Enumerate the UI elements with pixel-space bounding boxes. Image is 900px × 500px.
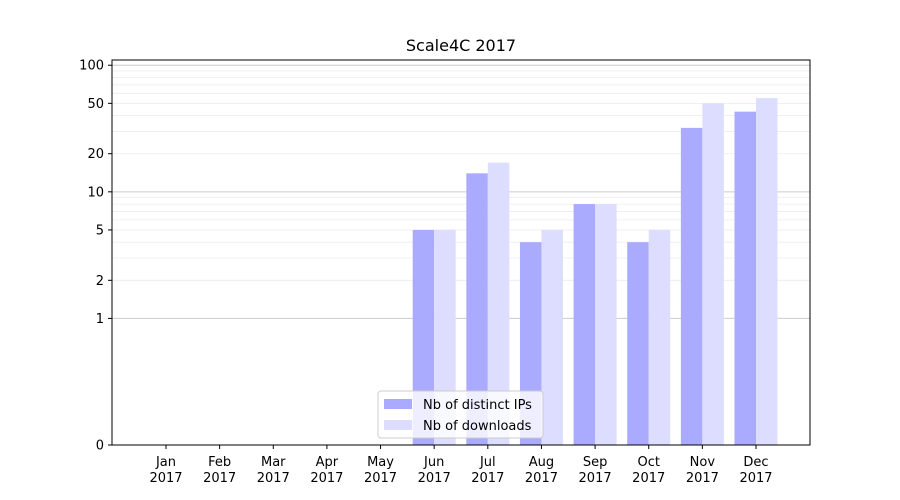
x-tick-label-month: Feb [208,455,231,470]
x-tick-label-month: Mar [261,455,286,470]
x-tick-label-month: Nov [690,455,716,470]
chart-title: Scale4C 2017 [406,36,516,55]
x-tick-label-month: Sep [583,455,608,470]
bar-downloads [756,98,778,445]
legend-swatch [384,399,412,409]
x-tick-label-year: 2017 [471,471,504,486]
x-tick-label-year: 2017 [525,471,558,486]
x-tick-label-month: Oct [637,455,659,470]
x-axis: Jan2017Feb2017Mar2017Apr2017May2017Jun20… [149,445,773,486]
grid-lines [112,64,810,319]
x-tick-label-year: 2017 [686,471,719,486]
bars [412,98,778,445]
plot-frame [111,59,811,446]
bar-downloads [595,204,617,445]
bar-downloads [487,162,510,445]
bar-distinct-ips [573,204,596,445]
bar-distinct-ips [734,111,756,445]
y-tick-label: 10 [87,185,104,200]
x-tick-label-year: 2017 [203,471,236,486]
y-axis: 0 1 2 5 10 20 50 100 [79,59,112,454]
legend-swatch [384,420,412,430]
x-tick-label-year: 2017 [632,471,665,486]
x-tick-label-year: 2017 [418,471,451,486]
x-tick-label-month: Apr [316,455,339,470]
x-tick-label-year: 2017 [579,471,612,486]
y-tick-label: 50 [87,97,104,112]
x-tick-label-month: Jun [423,455,444,470]
x-tick-label-year: 2017 [310,471,343,486]
y-tick-label: 2 [96,274,104,289]
x-tick-label-month: May [367,455,394,470]
x-tick-label-year: 2017 [149,471,182,486]
x-tick-label-month: Jan [155,455,176,470]
x-tick-label-year: 2017 [364,471,397,486]
x-tick-label-month: Dec [743,455,768,470]
y-tick-label: 1 [96,312,104,327]
bar-distinct-ips [627,242,649,445]
y-tick-label: 100 [79,59,104,74]
bar-distinct-ips [466,173,488,445]
legend: Nb of distinct IPs Nb of downloads [377,390,544,439]
x-tick-label-month: Jul [479,455,496,470]
legend-label: Nb of downloads [423,419,532,434]
y-tick-label: 0 [96,439,104,454]
x-tick-label-year: 2017 [739,471,772,486]
legend-label: Nb of distinct IPs [423,398,532,413]
bar-downloads [648,229,671,445]
x-tick-label-year: 2017 [257,471,290,486]
bar-downloads [541,229,563,445]
y-tick-label: 5 [96,223,104,238]
bar-distinct-ips [680,127,703,445]
legend-box [377,390,544,439]
bar-downloads [702,103,724,445]
y-tick-label: 20 [87,147,104,162]
x-tick-label-month: Aug [529,455,554,470]
